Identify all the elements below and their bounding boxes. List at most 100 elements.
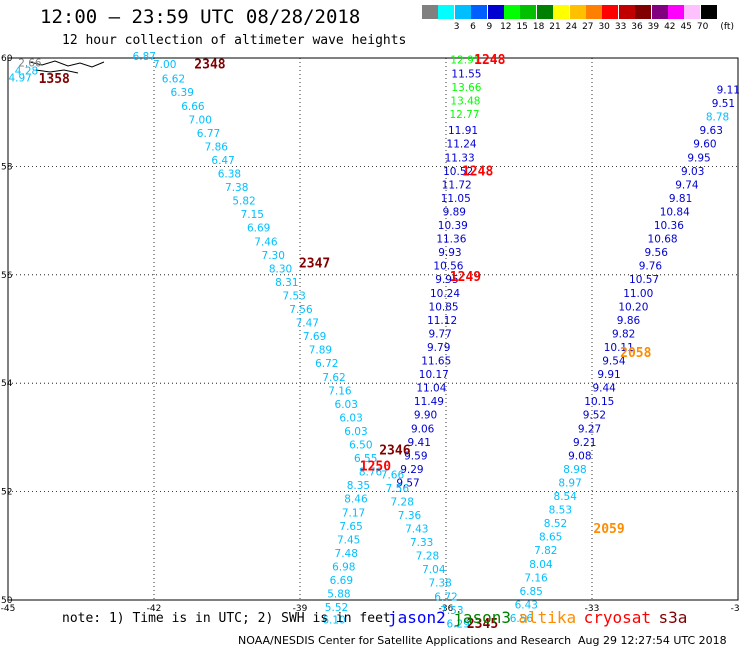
wave-height-value: 7.00 [153, 59, 176, 71]
legend-label: 27 [582, 22, 594, 32]
y-tick-label: 54 [1, 379, 13, 389]
wave-height-value: 8.52 [544, 518, 567, 530]
time-label: 1250 [360, 460, 391, 475]
wave-height-value: 10.11 [604, 342, 634, 354]
wave-height-value: 9.74 [675, 179, 699, 191]
wave-height-value: 8.31 [275, 277, 298, 289]
satellite-cryosat: cryosat [583, 608, 652, 627]
wave-height-value: 9.41 [408, 437, 431, 449]
wave-height-value: 9.60 [693, 139, 716, 151]
wave-height-value: 11.55 [451, 68, 481, 80]
time-label: 2347 [299, 256, 330, 271]
wave-height-value: 7.48 [335, 548, 358, 560]
wave-height-value: 8.46 [344, 494, 368, 506]
wave-height-value: 8.53 [549, 505, 572, 517]
wave-height-value: 7.00 [189, 114, 212, 126]
wave-height-value: 12.91 [450, 55, 480, 67]
wave-height-value: 7.56 [289, 304, 313, 316]
legend-swatch [700, 5, 717, 19]
wave-height-value: 5.52 [325, 602, 348, 614]
wave-height-value: 6.69 [330, 575, 353, 587]
wave-height-value: 7.38 [225, 182, 248, 194]
wave-height-value: 8.97 [558, 477, 581, 489]
legend-swatch [569, 5, 586, 19]
wave-height-value: 13.48 [450, 95, 480, 107]
wave-height-value: 6.98 [332, 561, 355, 573]
legend-swatch [553, 5, 570, 19]
wave-height-value: 9.79 [427, 342, 450, 354]
legend-label: 39 [647, 22, 660, 32]
legend-label: 18 [532, 22, 545, 32]
wave-height-value: 8.30 [269, 263, 292, 275]
y-tick-label: 56 [1, 271, 13, 281]
wave-height-value: 9.29 [400, 464, 423, 476]
wave-height-value: 8.35 [347, 480, 370, 492]
wave-height-value: 10.36 [654, 220, 684, 232]
wave-height-value: 11.24 [447, 139, 477, 151]
wave-height-value: 6.55 [354, 453, 377, 465]
wave-height-value: 9.51 [712, 98, 735, 110]
legend-label: 33 [614, 22, 627, 32]
wave-height-value: 6.03 [344, 426, 367, 438]
wave-height-value: 7.28 [391, 496, 414, 508]
wave-height-value: 11.49 [414, 396, 444, 408]
wave-height-value: 7.43 [405, 524, 428, 536]
wave-height-value: 11.05 [441, 193, 471, 205]
wave-height-value: 9.52 [583, 410, 606, 422]
wave-height-value: 7.17 [342, 507, 365, 519]
wave-height-value: 10.85 [429, 301, 459, 313]
wave-height-value: 9.03 [681, 166, 704, 178]
wave-height-value: 10.20 [618, 301, 648, 313]
wave-height-value: 4.97 [8, 73, 31, 85]
legend-swatch [618, 5, 635, 19]
wave-height-value: 7.65 [339, 521, 362, 533]
wave-height-value: 7.66 [381, 469, 405, 481]
wave-height-value: 7.16 [328, 385, 352, 397]
legend-unit: (ft) [720, 22, 734, 32]
wave-height-value: 7.56 [386, 483, 410, 495]
wave-height-value: 9.11 [717, 85, 740, 97]
wave-height-value: 7.28 [416, 551, 439, 563]
legend-swatch [471, 5, 488, 19]
wave-height-value: 6.03 [339, 412, 362, 424]
wave-height-value: 7.69 [303, 331, 326, 343]
footnote: note: 1) Time is in UTC; 2) SWH is in fe… [62, 611, 391, 626]
legend-label: 6 [470, 22, 476, 32]
wave-height-value: 4.28 [15, 66, 38, 78]
wave-height-value: 10.17 [419, 369, 449, 381]
wave-height-value: 7.36 [398, 510, 422, 522]
wave-height-value: 9.27 [578, 423, 601, 435]
wave-height-value: 9.90 [414, 410, 437, 422]
legend-swatch [422, 5, 438, 19]
time-label: 1248 [462, 164, 493, 179]
wave-height-value: 6.77 [197, 128, 220, 140]
legend-swatch [668, 5, 684, 19]
y-tick-label: 52 [1, 488, 12, 498]
x-tick-label: -30 [731, 604, 740, 614]
wave-height-value: 6.72 [434, 591, 457, 603]
legend-label: 3 [453, 22, 460, 32]
wave-height-value: 9.82 [612, 328, 635, 340]
wave-height-value: 6.87 [133, 51, 156, 63]
legend-swatch [438, 5, 455, 19]
wave-height-value: 6.72 [315, 358, 338, 370]
satellite-s3a: s3a [658, 608, 688, 627]
legend-label: 24 [565, 22, 578, 32]
wave-height-value: 5.88 [327, 589, 350, 601]
wave-height-value: 7.47 [296, 318, 319, 330]
wave-height-value: 7.89 [309, 345, 332, 357]
legend-swatch [454, 5, 471, 19]
wave-height-value: 7.53 [282, 290, 305, 302]
wave-height-value: 10.52 [443, 166, 473, 178]
plot-frame [7, 57, 739, 601]
wave-height-value: 7.16 [524, 572, 548, 584]
credit-line: NOAA/NESDIS Center for Satellite Applica… [238, 634, 572, 647]
wave-height-value: 9.56 [645, 247, 669, 259]
wave-height-value: 9.06 [411, 423, 435, 435]
wave-height-value: 7.38 [428, 578, 451, 590]
y-tick-label: 50 [1, 596, 13, 606]
wave-height-value: 6.03 [335, 399, 358, 411]
x-tick-label: -39 [293, 604, 308, 614]
wave-height-value: 7.62 [322, 372, 345, 384]
